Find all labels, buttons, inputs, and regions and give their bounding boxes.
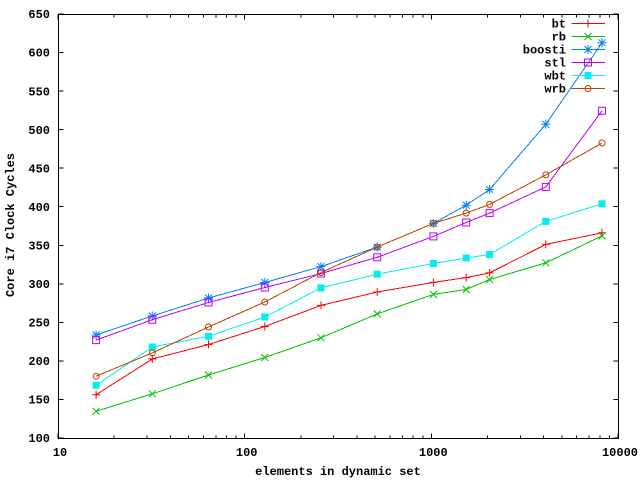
svg-text:1000: 1000 <box>419 446 448 460</box>
svg-text:100: 100 <box>236 446 258 460</box>
svg-text:450: 450 <box>28 162 50 176</box>
svg-text:rb: rb <box>552 31 566 45</box>
svg-text:400: 400 <box>28 201 50 215</box>
svg-text:600: 600 <box>28 47 50 61</box>
svg-text:Core i7 Clock Cycles: Core i7 Clock Cycles <box>4 153 18 297</box>
svg-text:500: 500 <box>28 124 50 138</box>
svg-text:200: 200 <box>28 355 50 369</box>
svg-text:10000: 10000 <box>602 446 638 460</box>
svg-text:wrb: wrb <box>544 83 566 97</box>
svg-text:650: 650 <box>28 8 50 22</box>
svg-text:wbt: wbt <box>544 70 566 84</box>
svg-text:550: 550 <box>28 85 50 99</box>
svg-text:stl: stl <box>544 57 566 71</box>
svg-text:350: 350 <box>28 240 50 254</box>
svg-text:elements in dynamic set: elements in dynamic set <box>255 465 421 479</box>
svg-text:250: 250 <box>28 317 50 331</box>
svg-text:boosti: boosti <box>523 44 566 58</box>
svg-text:150: 150 <box>28 394 50 408</box>
svg-text:100: 100 <box>28 432 50 446</box>
svg-text:bt: bt <box>552 18 566 32</box>
svg-text:300: 300 <box>28 278 50 292</box>
svg-text:10: 10 <box>53 446 67 460</box>
